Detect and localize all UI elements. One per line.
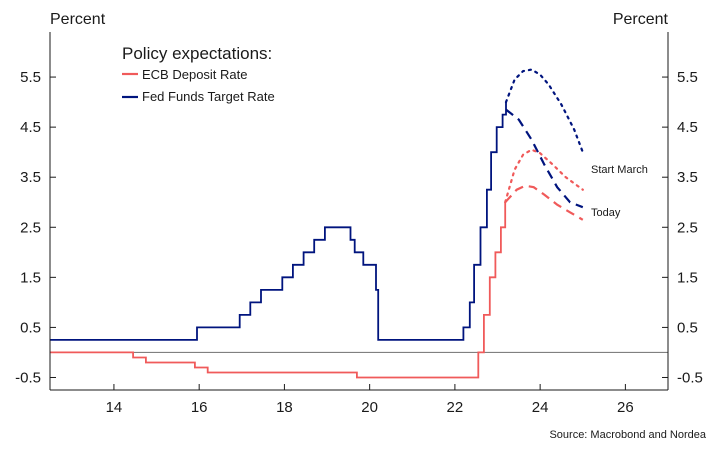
annotation-start-march: Start March: [591, 164, 648, 176]
y-tick-label-right: 5.5: [677, 69, 698, 86]
y-tick-label-right: 3.5: [677, 169, 698, 186]
series-line-ecb-deposit-rate-today: [504, 184, 584, 221]
y-tick-label-left: 4.5: [20, 119, 41, 136]
y-tick-label-left: -0.5: [15, 369, 41, 386]
x-tick-label: 16: [191, 399, 208, 416]
y-tick-label-left: 2.5: [20, 219, 41, 236]
legend-label-fed: Fed Funds Target Rate: [142, 89, 275, 104]
legend-label-ecb: ECB Deposit Rate: [142, 67, 248, 82]
y-tick-label-left: 5.5: [20, 69, 41, 86]
series-line-fed-funds-target-rate: [50, 102, 507, 341]
series-line-ecb-deposit-rate-start-march: [504, 148, 584, 204]
series-layer: [50, 68, 584, 379]
x-tick-label: 24: [532, 399, 549, 416]
series-line-ecb-deposit-rate: [50, 202, 507, 379]
left-axis-unit: Percent: [50, 11, 106, 28]
y-tick-label-left: 0.5: [20, 319, 41, 336]
x-tick-label: 20: [361, 399, 378, 416]
right-axis-unit: Percent: [613, 11, 669, 28]
series-line-fed-funds-target-rate-start-march: [504, 68, 584, 154]
y-tick-label-right: 2.5: [677, 219, 698, 236]
x-tick-label: 14: [106, 399, 123, 416]
x-tick-label: 22: [447, 399, 464, 416]
y-tick-label-right: 1.5: [677, 269, 698, 286]
axis-layer: 5.5 5.5 4.5 4.5 3.5 3.5 2.5 2.5 1.5 1.5 0.5 0.5 -0.5…: [15, 32, 703, 416]
source-note: Source: Macrobond and Nordea: [549, 429, 706, 441]
y-tick-label-right: 4.5: [677, 119, 698, 136]
legend-title: Policy expectations:: [122, 44, 272, 63]
x-tick-label: 18: [276, 399, 293, 416]
y-tick-label-left: 3.5: [20, 169, 41, 186]
annotation-today: Today: [591, 207, 621, 219]
y-tick-label-right: 0.5: [677, 319, 698, 336]
x-tick-label: 26: [617, 399, 634, 416]
legend: Policy expectations: ECB Deposit Rate Fe…: [122, 44, 275, 104]
series-line-fed-funds-target-rate-today: [505, 108, 584, 209]
y-tick-label-left: 1.5: [20, 269, 41, 286]
y-tick-label-right: -0.5: [677, 369, 703, 386]
